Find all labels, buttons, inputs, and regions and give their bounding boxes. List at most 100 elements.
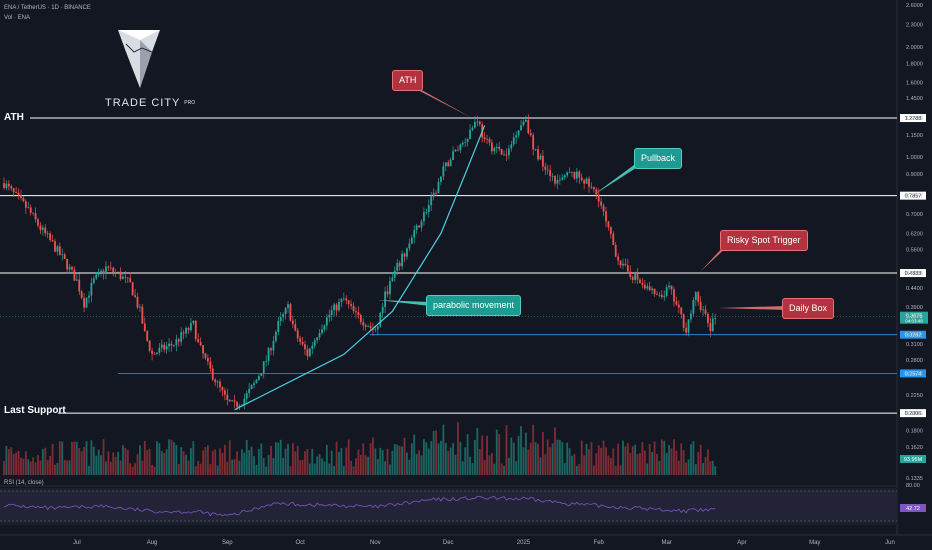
volume-bar [301, 459, 304, 475]
volume-bar [384, 461, 387, 475]
candle-body [410, 237, 413, 244]
candle-body [323, 325, 326, 330]
rsi-line [3, 495, 716, 517]
volume-bar [202, 450, 204, 475]
volume-bar [46, 459, 49, 475]
volume-bar [274, 442, 277, 475]
volume-bar [692, 441, 695, 475]
volume-bar [381, 450, 384, 475]
candle-body [359, 315, 362, 323]
volume-bar [631, 446, 634, 475]
candle-body [248, 388, 251, 394]
volume-bar [180, 447, 183, 475]
volume-bar [102, 439, 105, 475]
volume-bar [330, 450, 333, 475]
volume-bar [386, 448, 389, 475]
candle-body [175, 339, 178, 346]
volume-bar [197, 461, 200, 475]
candle-body [199, 341, 202, 346]
candle-body [510, 144, 513, 149]
candle-body [311, 345, 314, 349]
ath-pointer [410, 86, 472, 118]
candle-body [54, 241, 56, 252]
horizontal-levels: 1.2788 0.7857 0.4833 0.3282 0.2574 0.2006 0.36… [0, 114, 928, 463]
candle-body [522, 121, 525, 126]
level-price-tag [900, 369, 926, 378]
volume-bar [219, 448, 221, 475]
candle-body [636, 274, 639, 280]
candle-body [634, 274, 637, 281]
volume-bar [97, 449, 100, 475]
volume-bar [444, 442, 447, 475]
volume-bar [114, 456, 117, 475]
volume-bar [109, 461, 112, 475]
candle-body [704, 309, 707, 314]
volume-bar [406, 452, 408, 475]
candle-body [122, 276, 124, 280]
volume-bar [694, 464, 697, 475]
dailybox-pointer [718, 306, 786, 310]
volume-bar [277, 442, 280, 475]
volume-bar [163, 453, 166, 475]
candle-body [182, 332, 185, 334]
candle-body [325, 317, 328, 326]
price-tick-label: 0.2800 [906, 358, 923, 364]
candle-body [677, 304, 680, 308]
candle-body [571, 171, 573, 173]
candle-body [342, 298, 345, 300]
candle-body [493, 147, 496, 152]
volume-bar [602, 440, 605, 475]
candle-body [423, 212, 425, 222]
volume-bar [143, 441, 146, 475]
volume-bar [432, 430, 435, 475]
volume-bar [418, 450, 420, 475]
annotation-pointers [378, 86, 786, 310]
grid [0, 0, 932, 536]
volume-bar [32, 457, 35, 475]
current-price-label: 0.3675 [906, 314, 923, 320]
candle-body [151, 350, 153, 354]
volume-bar [117, 451, 119, 475]
price-tick-label: 0.1800 [906, 428, 923, 434]
candle-body [401, 253, 403, 267]
volume-bar [253, 456, 255, 475]
candle-body [88, 295, 90, 298]
candle-body [34, 213, 37, 220]
volume-bar [22, 458, 25, 475]
candle-body [694, 292, 697, 300]
volume-bar [287, 443, 289, 475]
candle-body [624, 263, 627, 266]
volume-bar [643, 450, 646, 475]
candle-body [95, 274, 98, 279]
volume-bar [546, 439, 549, 475]
volume-bar [139, 445, 141, 475]
candle-body [668, 285, 671, 288]
volume-bar [702, 463, 704, 475]
candle-body [461, 142, 464, 145]
volume-bar [90, 440, 93, 475]
volume-bar [685, 462, 687, 475]
candle-body [173, 345, 175, 346]
candle-body [619, 260, 622, 266]
current-price-tag [900, 311, 928, 324]
candle-body [561, 177, 564, 180]
volume-bar [634, 444, 637, 475]
volume-bar [435, 430, 437, 475]
volume-bar [170, 439, 173, 475]
candle-body [233, 400, 236, 402]
candle-body [73, 269, 76, 281]
candle-body [192, 320, 195, 324]
price-tick-label: 0.6200 [906, 231, 923, 237]
candle-body [301, 341, 304, 345]
rsi-upper-label: 80.00 [906, 483, 920, 489]
volume-bar [27, 459, 30, 475]
volume-bar [323, 461, 326, 475]
candle-body [143, 323, 146, 331]
volume-bar [107, 451, 110, 475]
volume-bar [430, 441, 433, 475]
volume-bar [454, 454, 457, 475]
candle-body [391, 277, 394, 282]
candle-body [699, 301, 702, 310]
volume-bar [221, 452, 224, 475]
